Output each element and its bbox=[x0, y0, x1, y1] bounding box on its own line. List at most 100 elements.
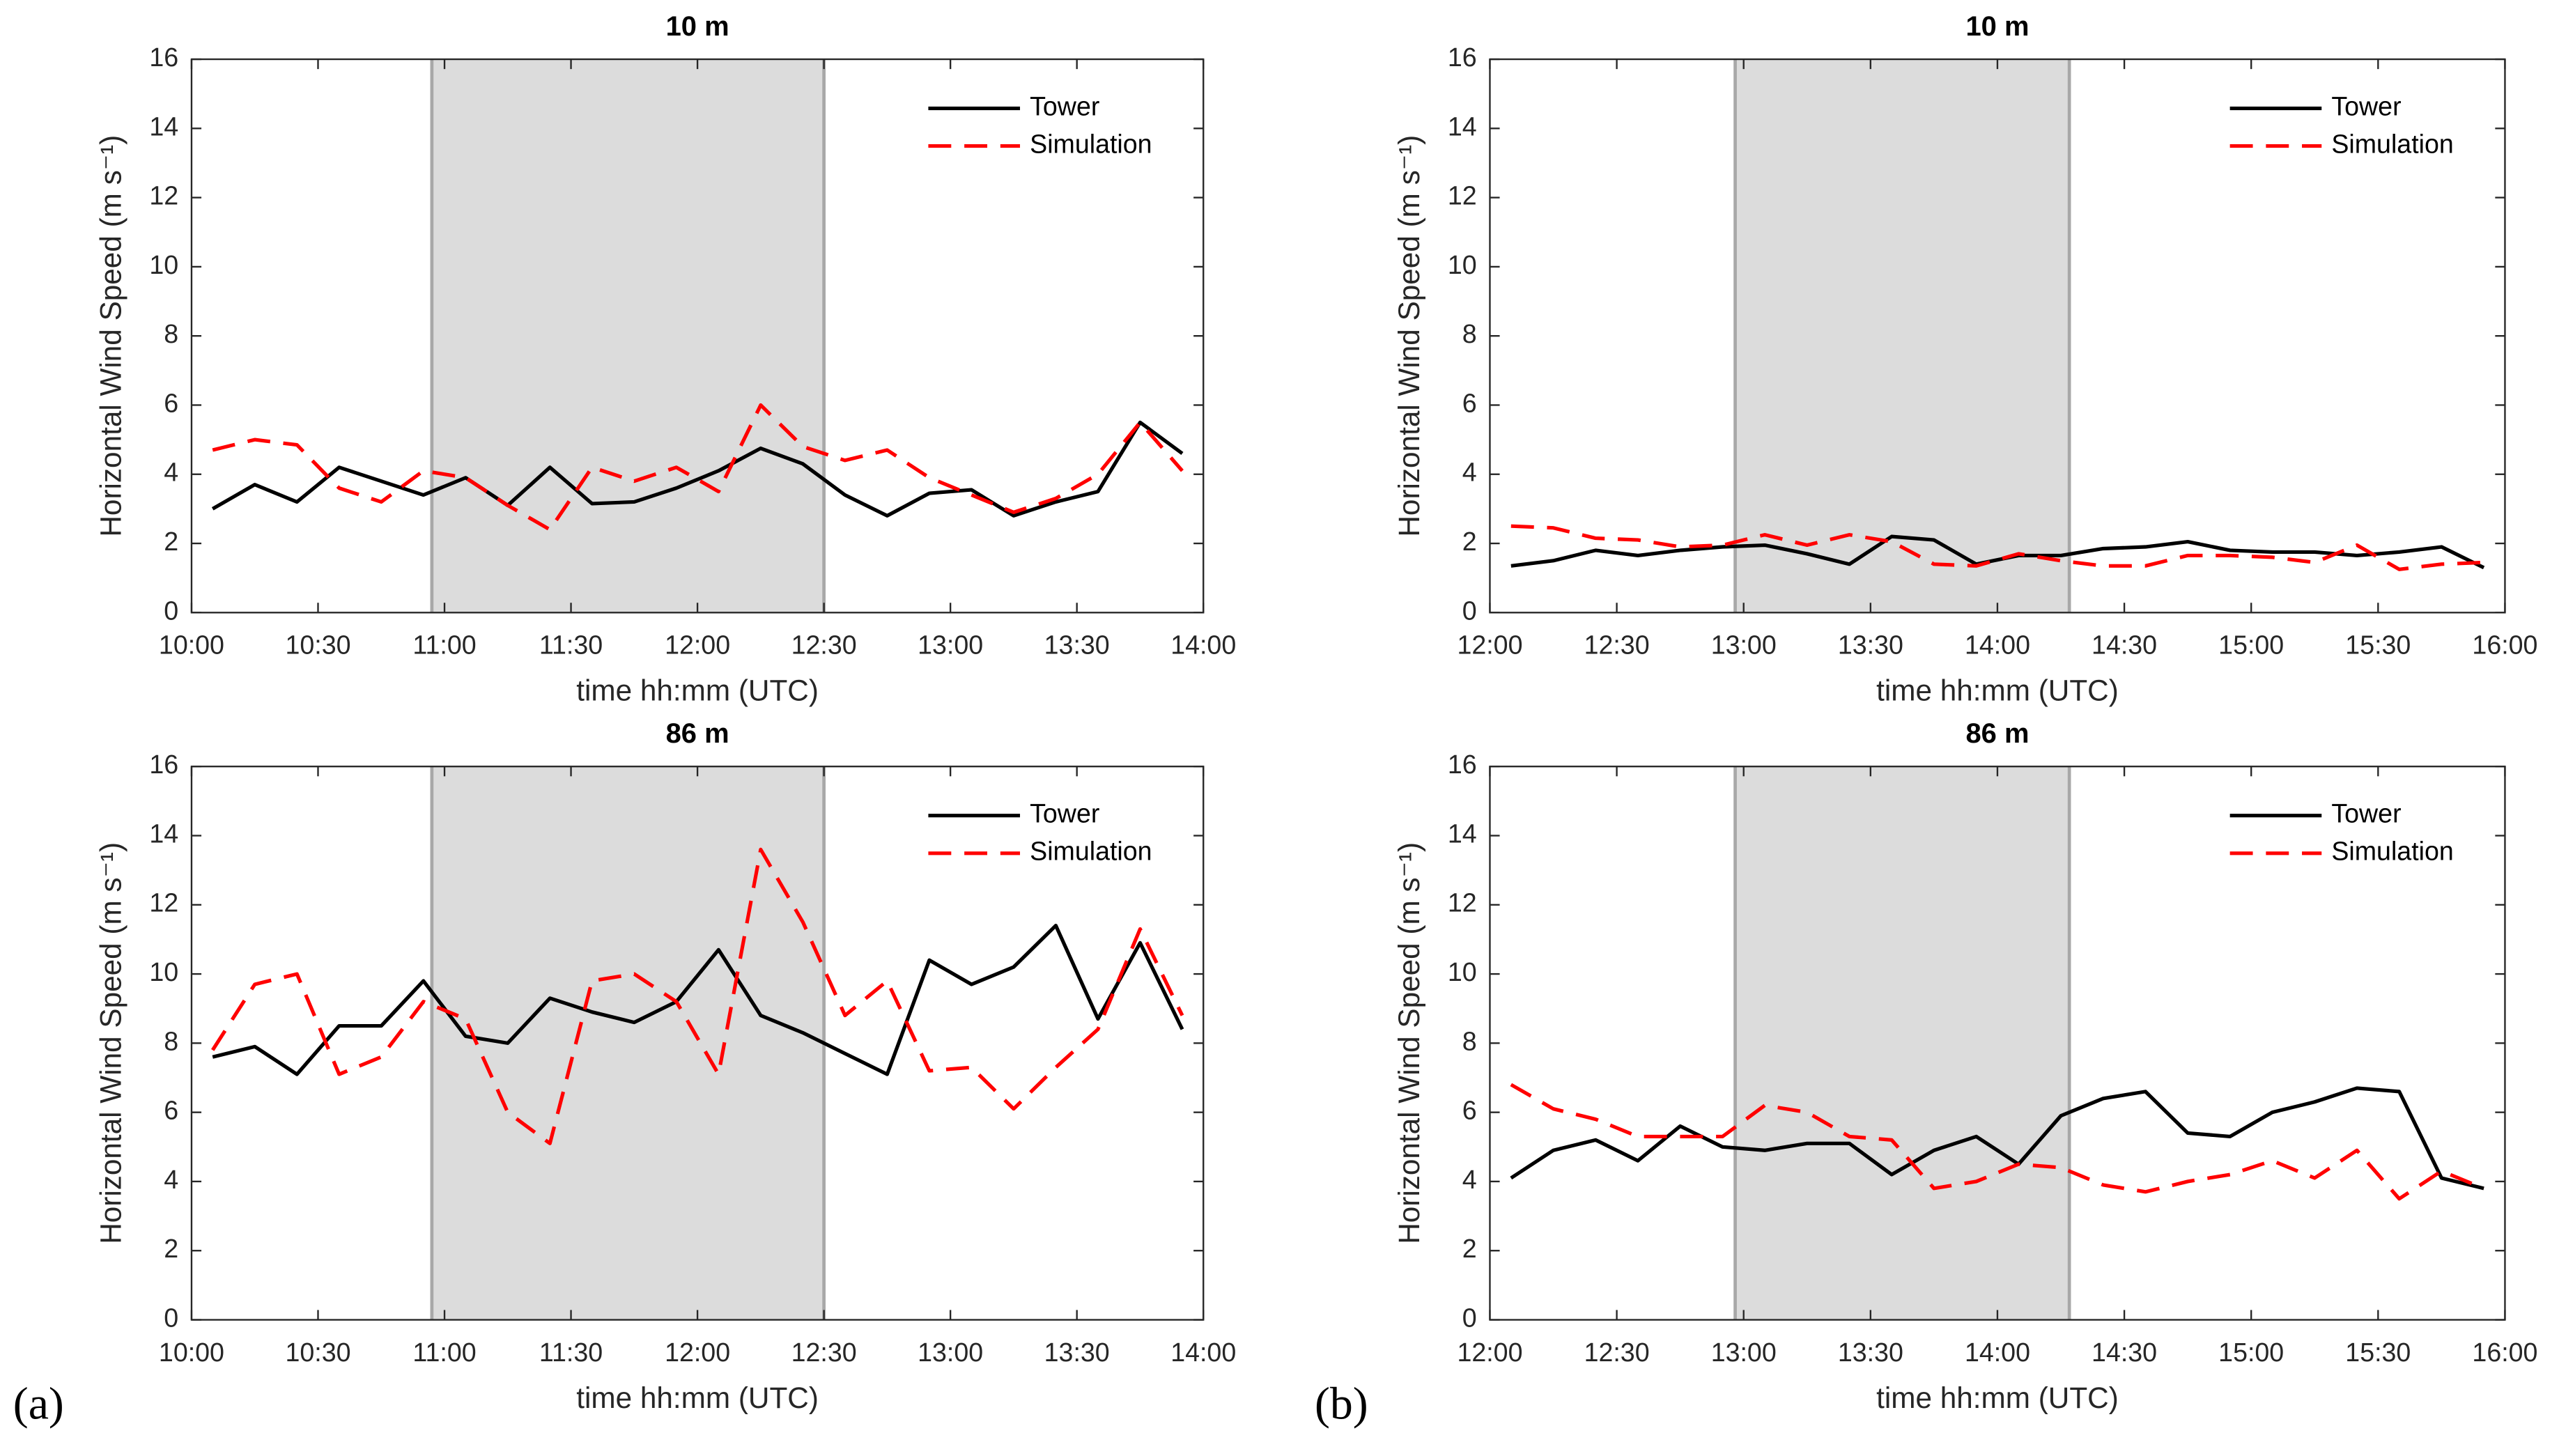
y-tick-label: 2 bbox=[164, 527, 178, 556]
x-tick-label: 15:30 bbox=[2345, 1338, 2411, 1367]
x-tick-label: 11:00 bbox=[412, 1338, 476, 1367]
legend-label: Simulation bbox=[1030, 837, 1152, 866]
y-tick-label: 6 bbox=[164, 388, 178, 417]
series-line bbox=[1510, 534, 2485, 570]
series-line bbox=[1510, 1083, 2485, 1201]
x-tick-label: 12:00 bbox=[665, 1338, 730, 1367]
y-tick-label: 4 bbox=[1462, 1165, 1477, 1194]
x-tick-label: 13:00 bbox=[1711, 630, 1777, 660]
y-tick-label: 8 bbox=[1462, 1026, 1477, 1055]
x-tick-label: 15:30 bbox=[2345, 630, 2411, 660]
x-axis-label: time hh:mm (UTC) bbox=[576, 674, 819, 707]
legend-label: Tower bbox=[1030, 799, 1099, 828]
y-axis-label: Horizontal Wind Speed (m s⁻¹) bbox=[94, 842, 127, 1244]
y-tick-label: 4 bbox=[1462, 458, 1477, 487]
panel-label: (b) bbox=[1315, 1379, 1368, 1430]
y-tick-label: 12 bbox=[1448, 181, 1477, 210]
y-axis-label: Horizontal Wind Speed (m s⁻¹) bbox=[1393, 135, 1425, 537]
x-tick-label: 13:00 bbox=[918, 1338, 983, 1367]
x-tick-label: 12:00 bbox=[1457, 1338, 1522, 1367]
shaded-period bbox=[431, 59, 824, 613]
y-tick-label: 16 bbox=[1448, 750, 1477, 779]
legend-label: Tower bbox=[2331, 799, 2401, 828]
legend-label: Simulation bbox=[2331, 130, 2453, 159]
chart-title: 10 m bbox=[666, 11, 729, 42]
x-tick-label: 14:00 bbox=[1170, 1338, 1236, 1367]
y-tick-label: 10 bbox=[1448, 250, 1477, 279]
chart-title: 86 m bbox=[1965, 718, 2029, 749]
y-tick-label: 12 bbox=[149, 181, 178, 210]
y-tick-label: 10 bbox=[149, 250, 178, 279]
y-tick-label: 2 bbox=[164, 1234, 178, 1263]
y-tick-label: 10 bbox=[149, 957, 178, 986]
y-tick-label: 4 bbox=[164, 1165, 178, 1194]
y-tick-label: 12 bbox=[149, 888, 178, 917]
y-tick-label: 2 bbox=[1462, 527, 1477, 556]
x-tick-label: 13:30 bbox=[1838, 1338, 1903, 1367]
x-tick-label: 12:30 bbox=[791, 1338, 857, 1367]
x-tick-label: 13:30 bbox=[1838, 630, 1903, 660]
series-line bbox=[211, 847, 1184, 1145]
y-tick-label: 6 bbox=[1462, 1096, 1477, 1125]
x-tick-label: 12:00 bbox=[665, 630, 730, 660]
x-tick-label: 12:30 bbox=[1584, 630, 1650, 660]
legend-label: Tower bbox=[2331, 91, 2401, 121]
x-tick-label: 11:30 bbox=[539, 1338, 603, 1367]
y-tick-label: 6 bbox=[164, 1096, 178, 1125]
x-tick-label: 15:00 bbox=[2218, 630, 2284, 660]
chart-title: 86 m bbox=[666, 718, 729, 749]
y-tick-label: 8 bbox=[164, 1026, 178, 1055]
panel-label: (a) bbox=[13, 1379, 64, 1430]
x-axis-label: time hh:mm (UTC) bbox=[1876, 1381, 2119, 1414]
shaded-period bbox=[431, 766, 824, 1320]
y-tick-label: 4 bbox=[164, 458, 178, 487]
shaded-period bbox=[1735, 59, 2070, 613]
series-line bbox=[1510, 524, 2484, 571]
y-tick-label: 0 bbox=[164, 1303, 178, 1332]
series-line bbox=[212, 403, 1184, 532]
x-tick-label: 14:00 bbox=[1965, 1338, 2030, 1367]
series-line bbox=[212, 923, 1184, 1076]
y-tick-label: 0 bbox=[1462, 596, 1477, 625]
x-axis-label: time hh:mm (UTC) bbox=[576, 1381, 819, 1414]
series-line bbox=[1510, 1086, 2484, 1191]
x-tick-label: 16:00 bbox=[2472, 630, 2537, 660]
y-tick-label: 16 bbox=[149, 750, 178, 779]
x-tick-label: 10:30 bbox=[285, 1338, 350, 1367]
x-tick-label: 13:00 bbox=[918, 630, 983, 660]
x-tick-label: 10:30 bbox=[285, 630, 350, 660]
chart-title: 10 m bbox=[1965, 11, 2029, 42]
x-tick-label: 11:00 bbox=[412, 630, 476, 660]
y-axis-label: Horizontal Wind Speed (m s⁻¹) bbox=[1393, 842, 1425, 1244]
y-tick-label: 6 bbox=[1462, 388, 1477, 417]
x-tick-label: 14:00 bbox=[1170, 630, 1236, 660]
y-tick-label: 8 bbox=[1462, 319, 1477, 348]
x-tick-label: 13:30 bbox=[1044, 630, 1110, 660]
legend-label: Tower bbox=[1030, 91, 1099, 121]
legend-label: Simulation bbox=[1030, 130, 1152, 159]
x-tick-label: 10:00 bbox=[159, 1338, 224, 1367]
y-tick-label: 0 bbox=[164, 596, 178, 625]
x-tick-label: 12:00 bbox=[1457, 630, 1522, 660]
y-tick-label: 16 bbox=[149, 42, 178, 72]
y-tick-label: 14 bbox=[1448, 819, 1477, 848]
y-tick-label: 10 bbox=[1448, 957, 1477, 986]
shaded-period bbox=[1735, 766, 2070, 1320]
x-tick-label: 12:30 bbox=[1584, 1338, 1650, 1367]
x-tick-label: 10:00 bbox=[159, 630, 224, 660]
x-tick-label: 15:00 bbox=[2218, 1338, 2284, 1367]
legend-label: Simulation bbox=[2331, 837, 2453, 866]
y-tick-label: 12 bbox=[1448, 888, 1477, 917]
x-tick-label: 14:30 bbox=[2092, 630, 2157, 660]
x-tick-label: 16:00 bbox=[2472, 1338, 2537, 1367]
y-tick-label: 8 bbox=[164, 319, 178, 348]
x-tick-label: 13:30 bbox=[1044, 1338, 1110, 1367]
x-tick-label: 14:00 bbox=[1965, 630, 2030, 660]
y-tick-label: 0 bbox=[1462, 1303, 1477, 1332]
series-line bbox=[211, 420, 1184, 518]
y-tick-label: 14 bbox=[1448, 111, 1477, 141]
x-axis-label: time hh:mm (UTC) bbox=[1876, 674, 2119, 707]
y-tick-label: 14 bbox=[149, 819, 178, 848]
